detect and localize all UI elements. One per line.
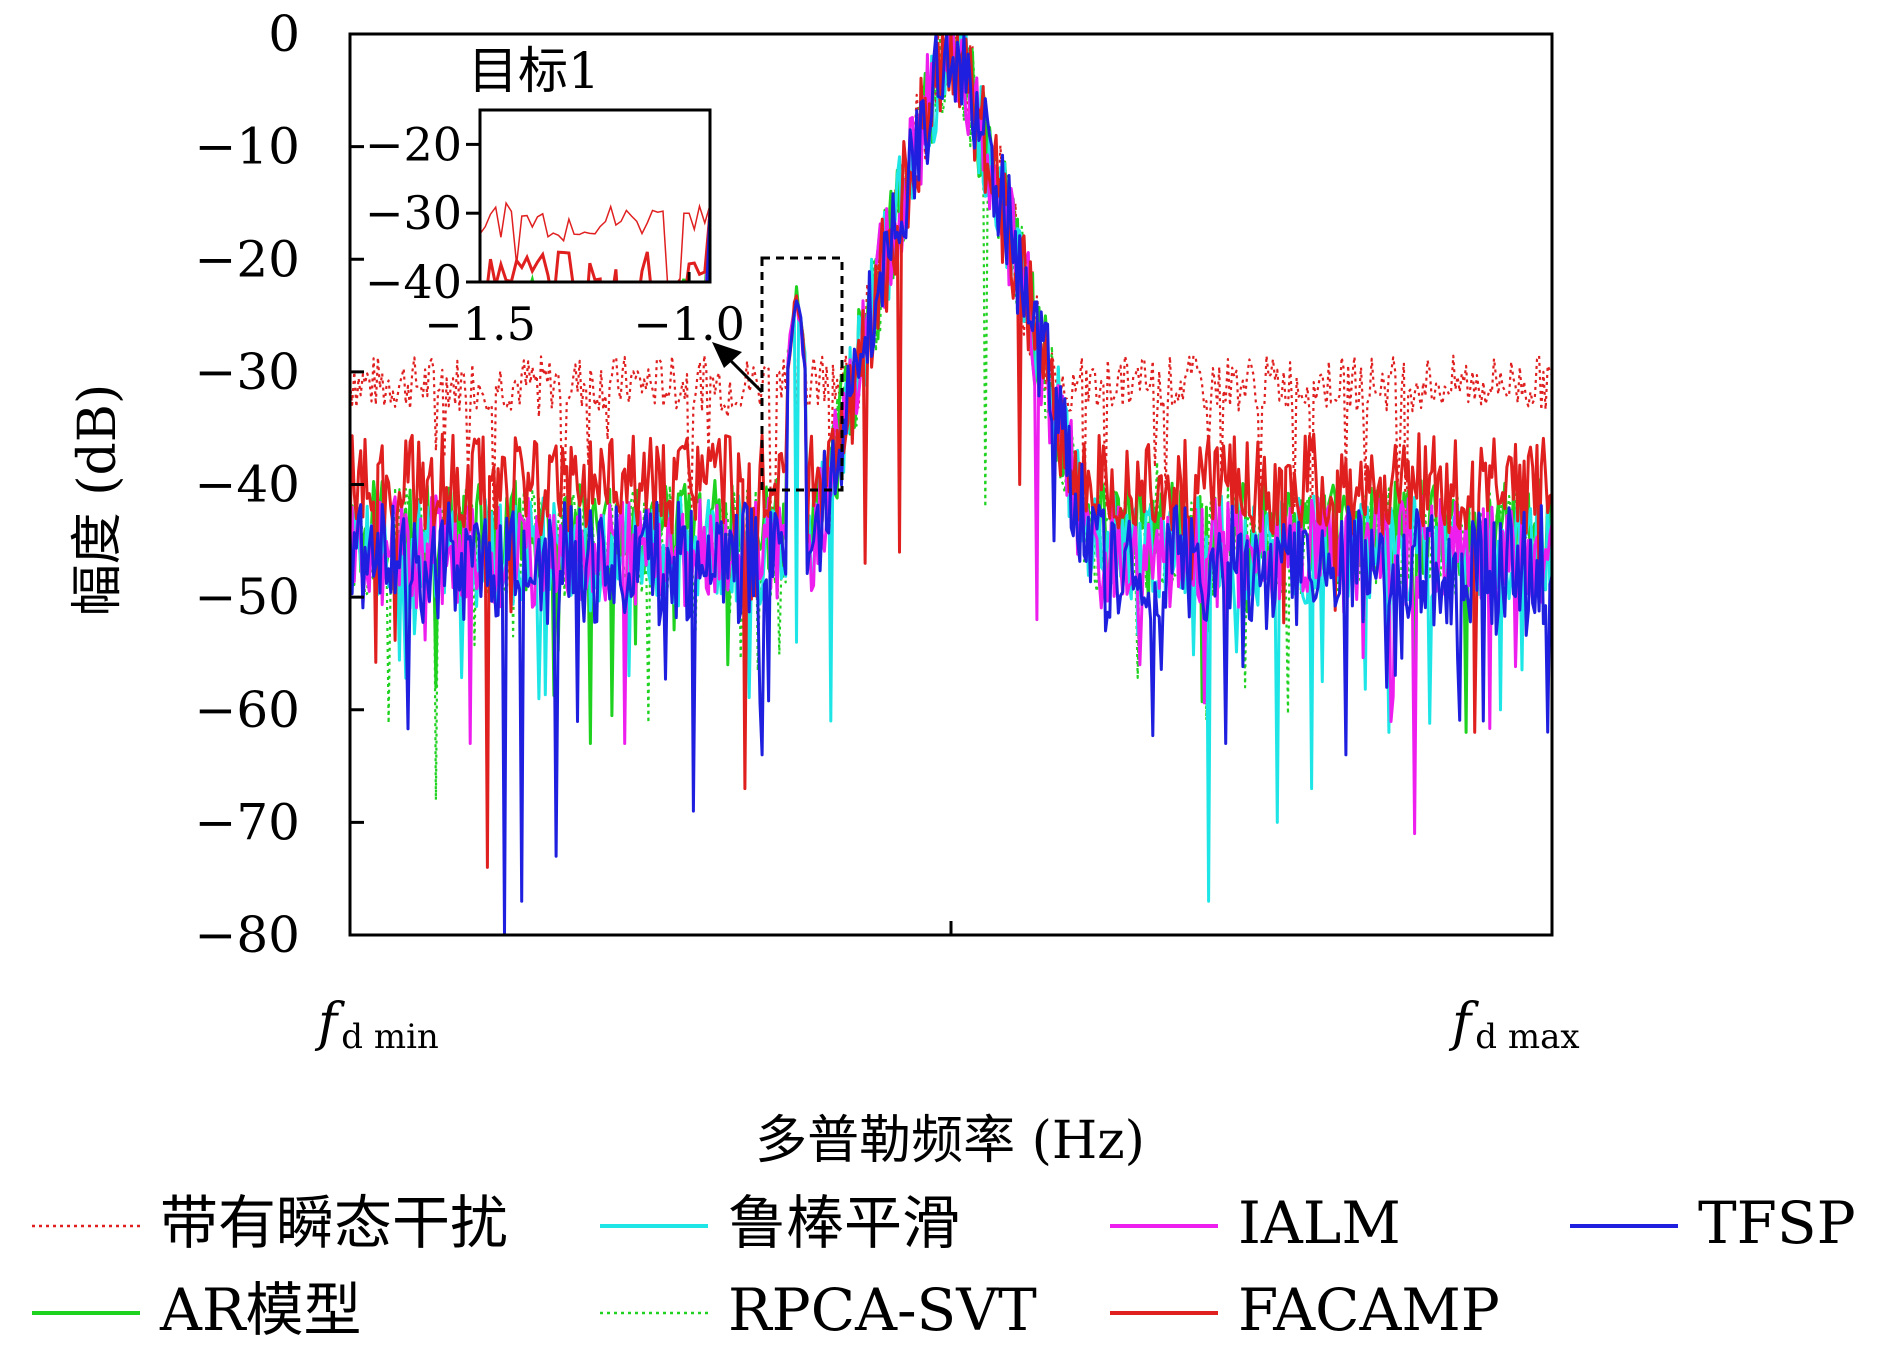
- inset-y-tick-label-0: −20: [365, 117, 462, 171]
- zoom-arrow-head: [712, 342, 742, 368]
- y-axis-label: 幅度 (dB): [68, 384, 128, 617]
- inset-background: [480, 110, 710, 282]
- y-tick-label-1: −10: [194, 118, 300, 176]
- y-tick-label-5: −50: [194, 568, 300, 626]
- inset-series-line-0: [480, 201, 710, 282]
- legend-label-0: 带有瞬态干扰: [160, 1189, 508, 1257]
- legend-label-3: TFSP: [1698, 1189, 1856, 1257]
- inset-series-line-5: [486, 209, 710, 282]
- zoom-box: [760, 256, 844, 492]
- zoom-arrow-line: [728, 358, 764, 394]
- inset-x-tick-label-1: −1.0: [633, 297, 745, 351]
- inset-y-tick-label-1: −30: [365, 186, 462, 240]
- inset-series: [480, 198, 710, 282]
- legend-label-6: FACAMP: [1238, 1276, 1500, 1344]
- inset-y-tick-label-2: −40: [365, 255, 462, 309]
- inset-x-tick-label-0: −1.5: [424, 297, 536, 351]
- legend-label-4: AR模型: [159, 1276, 362, 1344]
- y-tick-label-4: −40: [194, 456, 300, 514]
- x-axis-label: 多普勒频率 (Hz): [755, 1111, 1145, 1171]
- y-tick-label-7: −70: [194, 793, 300, 851]
- legend-label-2: IALM: [1238, 1189, 1401, 1257]
- inset-target1: 目标1−20 −30 −40−1.5 −1.0: [365, 42, 745, 351]
- y-tick-label-0: 0: [268, 5, 300, 63]
- y-tick-label-6: −60: [194, 681, 300, 739]
- y-tick-label-2: −20: [194, 230, 300, 288]
- legend-label-1: 鲁棒平滑: [728, 1189, 960, 1257]
- legend: 带有瞬态干扰 鲁棒平滑 IALM TFSP AR模型 RPCA-SVT FACAMP: [32, 1189, 1856, 1344]
- x-tick-label-sub-1: d max: [1475, 1017, 1579, 1057]
- inset-frame: [478, 108, 712, 284]
- x-tick-label-sub-0: d min: [341, 1017, 439, 1057]
- series-line-6: [348, 32, 1554, 937]
- y-tick-label-3: −30: [194, 343, 300, 401]
- inset-title: 目标1: [468, 42, 600, 100]
- legend-label-5: RPCA-SVT: [728, 1276, 1037, 1344]
- y-tick-label-8: −80: [194, 906, 300, 964]
